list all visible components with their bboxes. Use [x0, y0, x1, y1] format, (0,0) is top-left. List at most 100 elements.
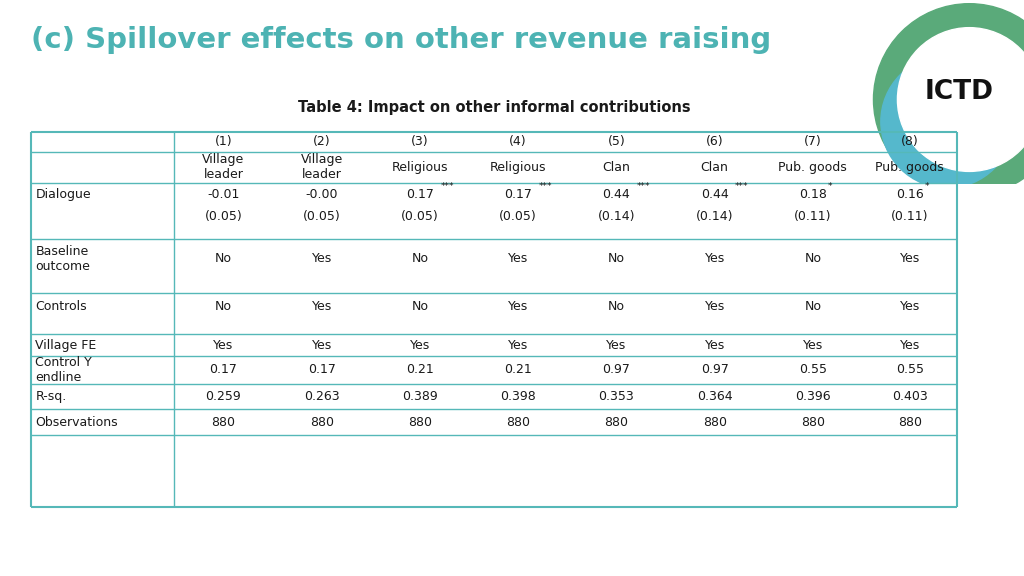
Text: Observations: Observations	[36, 416, 118, 429]
Text: Dialogue: Dialogue	[36, 188, 91, 201]
Text: 0.17: 0.17	[308, 363, 336, 377]
Text: Yes: Yes	[311, 339, 332, 351]
Text: Controls: Controls	[36, 300, 87, 313]
Text: (0.05): (0.05)	[401, 210, 439, 222]
Text: 880: 880	[408, 416, 432, 429]
Text: Clan: Clan	[700, 161, 729, 174]
Text: 0.44: 0.44	[602, 188, 631, 201]
Text: Yes: Yes	[410, 339, 430, 351]
Text: (0.11): (0.11)	[795, 210, 831, 222]
Text: 0.97: 0.97	[602, 363, 631, 377]
Text: (3): (3)	[411, 135, 429, 148]
Text: Yes: Yes	[803, 339, 823, 351]
Text: (0.05): (0.05)	[303, 210, 341, 222]
Text: -0.01: -0.01	[207, 188, 240, 201]
Text: 0.21: 0.21	[407, 363, 434, 377]
Text: 0.55: 0.55	[799, 363, 826, 377]
Text: ***: ***	[440, 182, 454, 191]
Text: No: No	[412, 252, 428, 266]
Text: ICTD: ICTD	[925, 79, 994, 105]
Text: (2): (2)	[313, 135, 331, 148]
Text: Religious: Religious	[489, 161, 547, 174]
Text: 0.389: 0.389	[402, 390, 438, 403]
Text: Control Y
endline: Control Y endline	[36, 356, 92, 384]
Text: (1): (1)	[215, 135, 232, 148]
Text: 880: 880	[898, 416, 922, 429]
Text: Yes: Yes	[508, 300, 528, 313]
Text: (8): (8)	[901, 135, 919, 148]
Text: 0.97: 0.97	[700, 363, 729, 377]
Text: 0.21: 0.21	[504, 363, 532, 377]
Text: (6): (6)	[706, 135, 723, 148]
Text: 0.353: 0.353	[599, 390, 634, 403]
Text: No: No	[608, 252, 625, 266]
Text: No: No	[608, 300, 625, 313]
Text: 0.364: 0.364	[696, 390, 732, 403]
Text: 880: 880	[309, 416, 334, 429]
Text: 0.44: 0.44	[700, 188, 728, 201]
Text: No: No	[215, 252, 232, 266]
Text: *: *	[827, 182, 833, 191]
Text: (0.14): (0.14)	[598, 210, 635, 222]
Text: Village
leader: Village leader	[203, 153, 245, 181]
Text: www.ictd.ac: www.ictd.ac	[912, 541, 1009, 556]
Text: Yes: Yes	[606, 339, 627, 351]
Text: Yes: Yes	[705, 300, 725, 313]
Text: 0.398: 0.398	[501, 390, 536, 403]
Text: Yes: Yes	[705, 252, 725, 266]
Text: (0.05): (0.05)	[205, 210, 243, 222]
Text: (c) Spillover effects on other revenue raising: (c) Spillover effects on other revenue r…	[31, 26, 771, 54]
Text: 880: 880	[702, 416, 727, 429]
Text: 880: 880	[212, 416, 236, 429]
Text: 0.259: 0.259	[206, 390, 242, 403]
Text: 0.403: 0.403	[892, 390, 928, 403]
Text: International Centre for Tax and Development: International Centre for Tax and Develop…	[15, 541, 384, 556]
Text: Pub. goods: Pub. goods	[778, 161, 847, 174]
Text: Yes: Yes	[311, 300, 332, 313]
Text: Yes: Yes	[508, 339, 528, 351]
Text: 0.55: 0.55	[896, 363, 924, 377]
Text: -0.00: -0.00	[305, 188, 338, 201]
Text: 880: 880	[801, 416, 825, 429]
Text: 0.16: 0.16	[896, 188, 924, 201]
Text: No: No	[412, 300, 428, 313]
Text: ***: ***	[539, 182, 552, 191]
Text: Clan: Clan	[602, 161, 631, 174]
Text: R-sq.: R-sq.	[36, 390, 67, 403]
Text: Village FE: Village FE	[36, 339, 96, 351]
Text: (5): (5)	[607, 135, 626, 148]
Text: Religious: Religious	[392, 161, 449, 174]
Text: 880: 880	[506, 416, 530, 429]
Text: ***: ***	[637, 182, 650, 191]
Text: Yes: Yes	[900, 339, 920, 351]
Text: Yes: Yes	[900, 300, 920, 313]
Text: No: No	[215, 300, 232, 313]
Circle shape	[873, 3, 1024, 195]
Text: Baseline
outcome: Baseline outcome	[36, 245, 90, 273]
Text: (0.11): (0.11)	[891, 210, 929, 222]
Text: (7): (7)	[804, 135, 821, 148]
Text: Yes: Yes	[705, 339, 725, 351]
Circle shape	[906, 81, 988, 162]
Text: Pub. goods: Pub. goods	[876, 161, 944, 174]
Text: (0.05): (0.05)	[500, 210, 537, 222]
Text: 0.18: 0.18	[799, 188, 826, 201]
Text: Yes: Yes	[508, 252, 528, 266]
Text: Village
leader: Village leader	[301, 153, 343, 181]
Text: Yes: Yes	[213, 339, 233, 351]
Text: 0.17: 0.17	[210, 363, 238, 377]
Text: Yes: Yes	[900, 252, 920, 266]
Text: No: No	[805, 300, 821, 313]
Circle shape	[897, 28, 1024, 172]
Text: Table 4: Impact on other informal contributions: Table 4: Impact on other informal contri…	[298, 100, 690, 115]
Text: 0.263: 0.263	[304, 390, 340, 403]
Text: (0.14): (0.14)	[696, 210, 733, 222]
Text: 880: 880	[604, 416, 629, 429]
Circle shape	[881, 55, 1014, 188]
Text: Yes: Yes	[311, 252, 332, 266]
Text: *: *	[925, 182, 929, 191]
Text: 0.17: 0.17	[504, 188, 532, 201]
Text: ***: ***	[735, 182, 749, 191]
Text: 0.17: 0.17	[406, 188, 434, 201]
Text: (4): (4)	[509, 135, 527, 148]
